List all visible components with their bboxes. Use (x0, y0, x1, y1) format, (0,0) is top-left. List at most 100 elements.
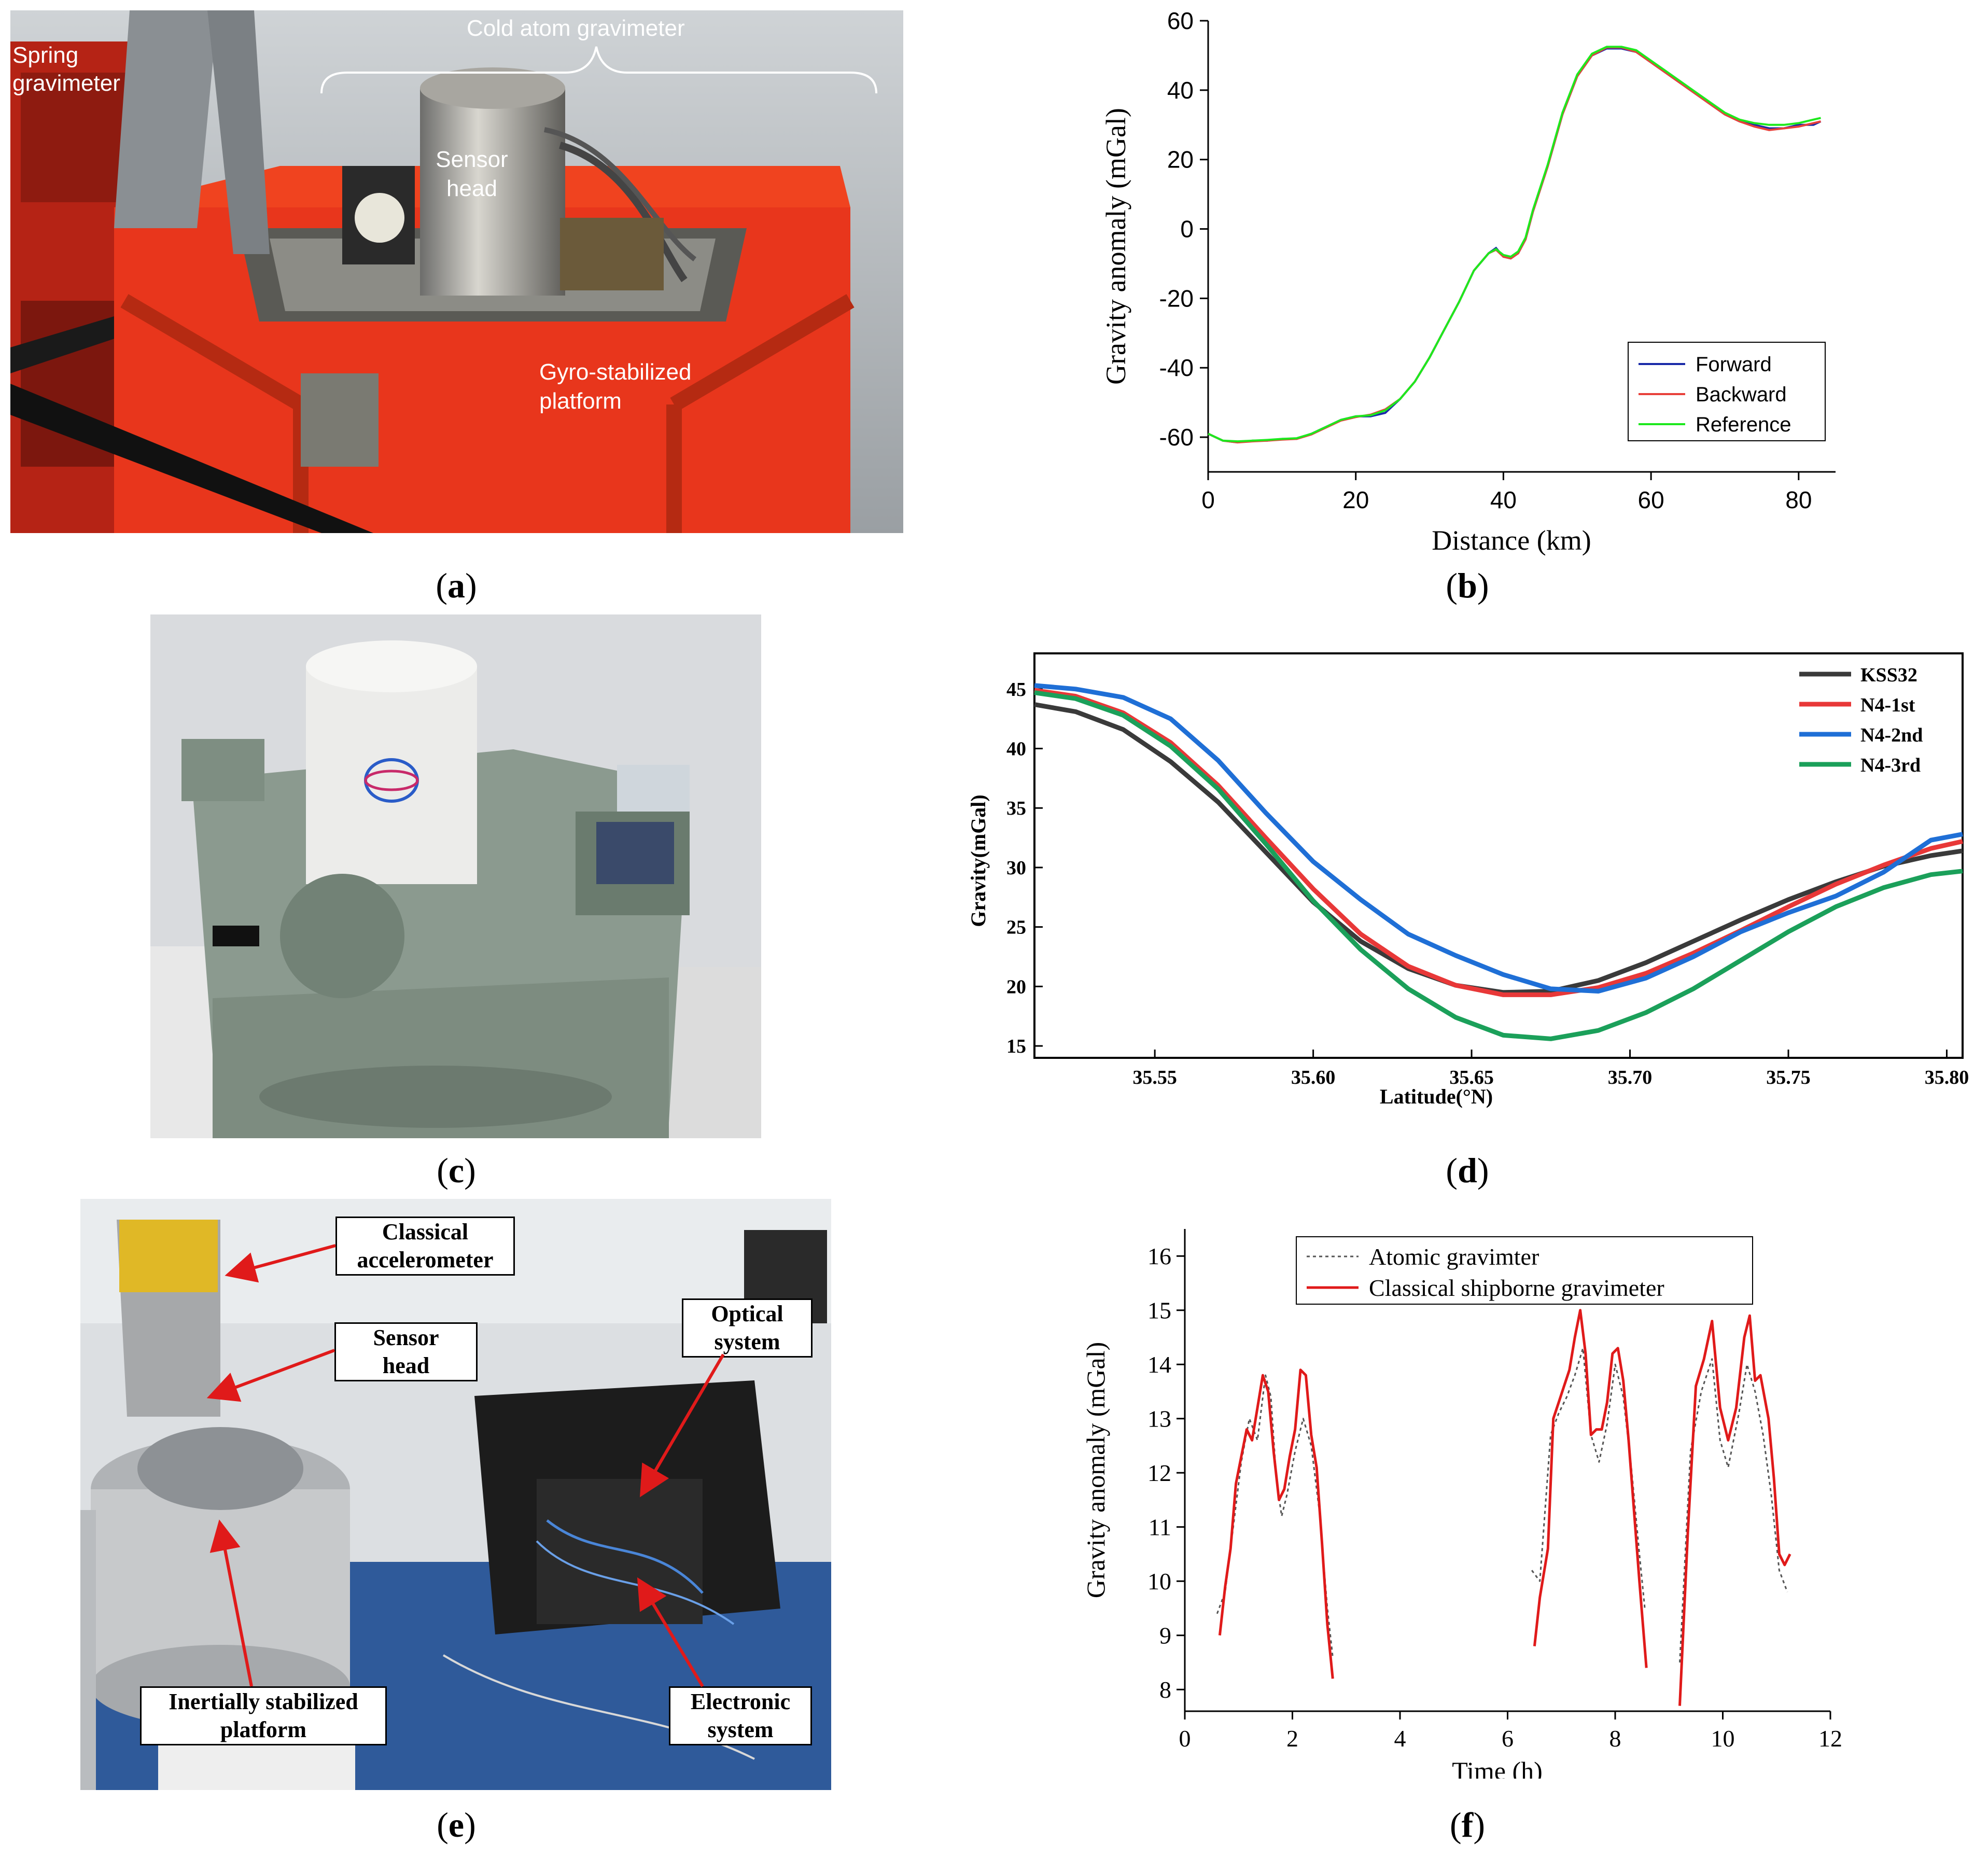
f-legend-box (1296, 1236, 1753, 1305)
callout-electronic-system: Electronic system (669, 1686, 812, 1745)
arrow-electronic-system (637, 1577, 704, 1687)
chart-f: 0 2 4 6 8 10 12 8 9 10 11 12 13 14 15 16 Time (h) Gravity… (1068, 1208, 1877, 1785)
d-x-tick-label: 35.70 (1608, 1067, 1653, 1088)
f-x-axis-label: Time (h) (1452, 1756, 1543, 1779)
d-y-tick-label: 35 (1006, 798, 1026, 819)
b-y-tick-label: -40 (1159, 354, 1194, 381)
f-x-tick-label: 10 (1711, 1725, 1735, 1752)
f-legend-label: Classical shipborne gravimeter (1369, 1275, 1664, 1301)
chart-b-svg: 0 20 40 60 80 -60 -40 -20 0 20 40 60 Distance (km) Gr… (1100, 7, 1836, 556)
caption-d: (d) (1446, 1151, 1489, 1190)
d-series-line-n4-1st (1034, 688, 1963, 997)
f-y-tick-label: 16 (1147, 1243, 1171, 1269)
d-series-line-n4-2nd (1034, 683, 1963, 994)
caption-a: (a) (436, 566, 477, 605)
d-series-line-kss32 (1034, 702, 1963, 995)
brace-cold-atom (320, 46, 877, 94)
d-y-tick-label: 45 (1006, 679, 1026, 701)
d-x-tick-label: 35.75 (1766, 1067, 1811, 1088)
b-x-tick-label: 80 (1785, 486, 1812, 513)
caption-e: (e) (437, 1805, 476, 1844)
b-x-tick-label: 60 (1638, 486, 1664, 513)
b-x-tick-label: 40 (1490, 486, 1517, 513)
d-plot-frame (1033, 652, 1964, 1059)
f-y-tick-label: 12 (1147, 1460, 1171, 1486)
d-x-tick-label: 35.65 (1449, 1067, 1494, 1088)
b-y-tick-label: 0 (1180, 216, 1194, 243)
label-spring-gravimeter: Spring gravimeter (12, 43, 120, 96)
f-series-line-classical-seg2 (1678, 1314, 1791, 1706)
f-y-tick-label: 10 (1147, 1568, 1171, 1595)
f-y-tick-label: 8 (1159, 1676, 1171, 1703)
d-legend-label: N4-1st (1860, 694, 1915, 716)
f-y-axis-label: Gravity anomaly (mGal) (1081, 1342, 1110, 1598)
d-y-axis-label: Gravity(mGal) (967, 794, 990, 927)
f-x-tick-label: 8 (1609, 1725, 1621, 1752)
f-series-line-classical-seg0 (1218, 1368, 1334, 1679)
callout-inertially-stabilized-platform: Inertially stabilized platform (140, 1686, 387, 1745)
f-legend-label: Atomic gravimter (1369, 1243, 1539, 1270)
f-y-tick-label: 14 (1147, 1351, 1171, 1378)
arrow-sensor-head (206, 1349, 335, 1402)
chart-f-svg: 0 2 4 6 8 10 12 8 9 10 11 12 13 14 15 16 Time (h) Gravity… (1081, 1229, 1842, 1785)
f-x-tick-label: 12 (1818, 1725, 1842, 1752)
b-y-tick-label: -60 (1159, 424, 1194, 451)
f-y-tick-label: 11 (1149, 1514, 1171, 1541)
b-y-tick-label: 60 (1167, 7, 1194, 34)
chart-d-svg: 35.55 35.60 35.65 35.70 35.75 35.80 15 20 25 30 35… (967, 652, 1969, 1108)
b-y-tick-label: 20 (1167, 146, 1194, 173)
d-y-tick-label: 40 (1006, 738, 1026, 760)
b-y-axis-label: Gravity anomaly (mGal) (1100, 108, 1131, 385)
b-x-tick-label: 20 (1342, 486, 1369, 513)
label-gyro-stabilized-platform: Gyro-stabilized platform (539, 359, 692, 414)
d-y-tick-label: 15 (1006, 1036, 1026, 1057)
b-x-axis-label: Distance (km) (1432, 525, 1591, 556)
d-series-line-n4-3rd (1034, 690, 1963, 1041)
b-series-line-reference (1208, 46, 1821, 443)
label-sensor-head: Sensor head (436, 147, 508, 201)
f-y-tick-label: 13 (1147, 1406, 1171, 1432)
b-y-tick-label: 40 (1167, 77, 1194, 104)
d-legend-label: N4-3rd (1860, 754, 1921, 776)
caption-b: (b) (1446, 566, 1489, 605)
arrow-inertially-stabilized-platform (209, 1519, 253, 1687)
caption-f: (f) (1450, 1805, 1485, 1844)
callout-optical-system: Optical system (682, 1298, 813, 1358)
d-x-tick-label: 35.80 (1925, 1067, 1969, 1088)
caption-c: (c) (437, 1151, 476, 1190)
photo-c-atomic-gravimeter (150, 614, 761, 1138)
photo-a-cold-atom-gravimeter: Spring gravimeter Cold atom gravimeter S… (10, 10, 903, 533)
callout-arrows (206, 1244, 725, 1687)
b-legend-label: Reference (1696, 413, 1791, 436)
chart-b: 0 20 40 60 80 -60 -40 -20 0 20 40 60 Distance (km) Gr… (1089, 0, 1856, 560)
f-x-tick-label: 2 (1286, 1725, 1298, 1752)
photo-c-illustration (150, 614, 761, 1138)
d-y-tick-label: 25 (1006, 917, 1026, 939)
d-y-tick-label: 30 (1006, 857, 1026, 879)
b-legend-label: Forward (1696, 353, 1772, 376)
f-y-tick-label: 15 (1147, 1297, 1171, 1324)
d-legend-label: N4-2nd (1860, 724, 1923, 746)
b-x-tick-label: 0 (1201, 486, 1215, 513)
d-y-tick-label: 20 (1006, 976, 1026, 998)
f-x-tick-label: 4 (1394, 1725, 1406, 1752)
arrow-classical-accelerometer (225, 1244, 336, 1283)
d-legend-label: KSS32 (1860, 664, 1917, 686)
f-x-tick-label: 6 (1502, 1725, 1514, 1752)
b-y-tick-label: -20 (1159, 285, 1194, 312)
arrow-optical-system (639, 1353, 725, 1498)
d-x-tick-label: 35.55 (1132, 1067, 1177, 1088)
callout-sensor-head: Sensor head (334, 1322, 478, 1381)
f-series-line-atomic-seg2 (1679, 1358, 1788, 1663)
photo-a-illustration (10, 10, 903, 533)
chart-d: 35.55 35.60 35.65 35.70 35.75 35.80 15 20 25 30 35… (964, 638, 1981, 1115)
f-series-line-atomic-seg0 (1216, 1374, 1334, 1657)
photo-e-system-setup: Classical accelerometer Sensor head Opti… (80, 1199, 831, 1790)
f-x-tick-label: 0 (1179, 1725, 1191, 1752)
d-x-axis-label: Latitude(°N) (1380, 1085, 1493, 1108)
label-cold-atom-gravimeter: Cold atom gravimeter (467, 16, 685, 41)
b-legend-label: Backward (1696, 383, 1787, 406)
f-series-line-classical-seg1 (1533, 1309, 1648, 1668)
f-y-tick-label: 9 (1159, 1623, 1171, 1649)
d-x-tick-label: 35.60 (1291, 1067, 1336, 1088)
